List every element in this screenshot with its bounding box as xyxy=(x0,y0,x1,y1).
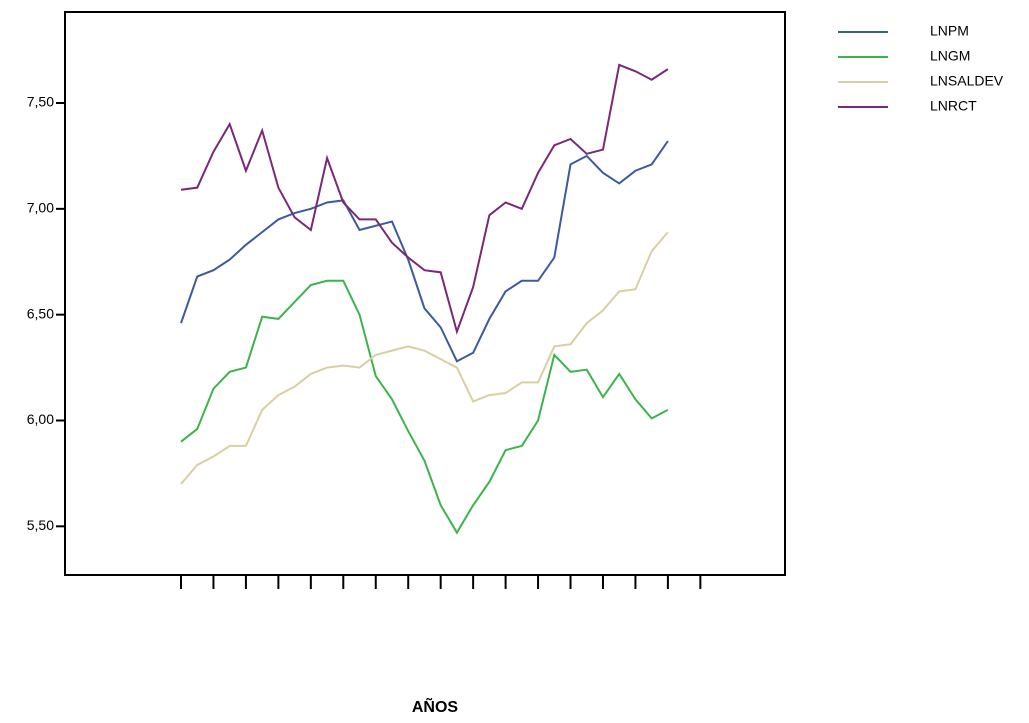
x-axis-label: AÑOS xyxy=(412,696,459,716)
y-tick-label: 7,00 xyxy=(27,200,54,216)
legend-label: LNRCT xyxy=(930,98,977,114)
legend-label: LNPM xyxy=(930,23,969,39)
y-tick-label: 6,50 xyxy=(27,305,54,321)
plot-frame xyxy=(64,11,786,576)
series-line xyxy=(180,140,669,363)
y-tick-label: 6,00 xyxy=(27,411,54,427)
legend-label: LNGM xyxy=(930,48,970,64)
y-tick-label: 5,50 xyxy=(27,517,54,533)
legend-label: LNSALDEV xyxy=(930,73,1004,89)
series-line xyxy=(180,279,669,535)
y-tick-label: 7,50 xyxy=(27,94,54,110)
series-line xyxy=(180,231,669,485)
series-line xyxy=(180,63,669,335)
